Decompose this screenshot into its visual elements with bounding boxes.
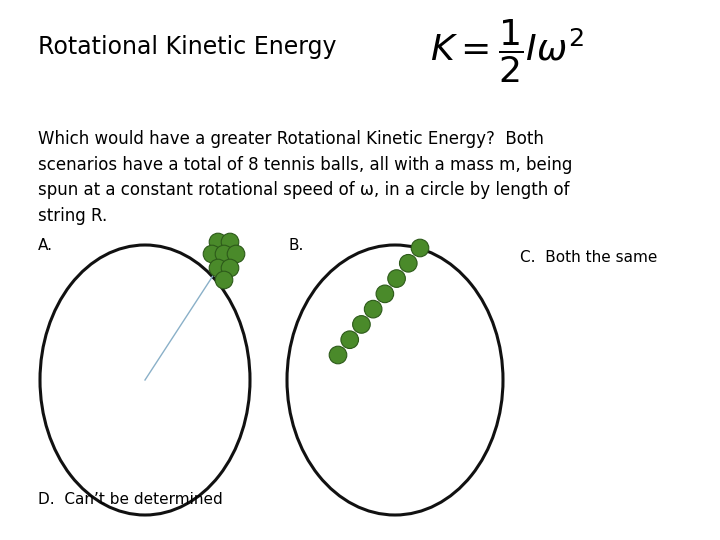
Circle shape bbox=[341, 331, 359, 348]
Text: A.: A. bbox=[38, 238, 53, 253]
Circle shape bbox=[228, 245, 245, 263]
Circle shape bbox=[376, 285, 394, 302]
Text: B.: B. bbox=[288, 238, 303, 253]
Circle shape bbox=[364, 300, 382, 318]
Circle shape bbox=[221, 233, 239, 251]
Circle shape bbox=[210, 233, 227, 251]
Circle shape bbox=[400, 254, 417, 272]
Circle shape bbox=[388, 270, 405, 287]
Circle shape bbox=[210, 259, 227, 277]
Circle shape bbox=[329, 346, 347, 364]
Circle shape bbox=[411, 239, 429, 257]
Text: C.  Both the same: C. Both the same bbox=[520, 250, 657, 265]
Text: Which would have a greater Rotational Kinetic Energy?  Both
scenarios have a tot: Which would have a greater Rotational Ki… bbox=[38, 130, 572, 225]
Text: $K = \dfrac{1}{2}I\omega^2$: $K = \dfrac{1}{2}I\omega^2$ bbox=[430, 18, 584, 85]
Circle shape bbox=[215, 271, 233, 289]
Circle shape bbox=[221, 259, 239, 277]
Circle shape bbox=[353, 315, 370, 333]
Circle shape bbox=[203, 245, 221, 263]
Text: D.  Can’t be determined: D. Can’t be determined bbox=[38, 492, 222, 507]
Circle shape bbox=[215, 245, 233, 263]
Text: Rotational Kinetic Energy: Rotational Kinetic Energy bbox=[38, 35, 336, 59]
